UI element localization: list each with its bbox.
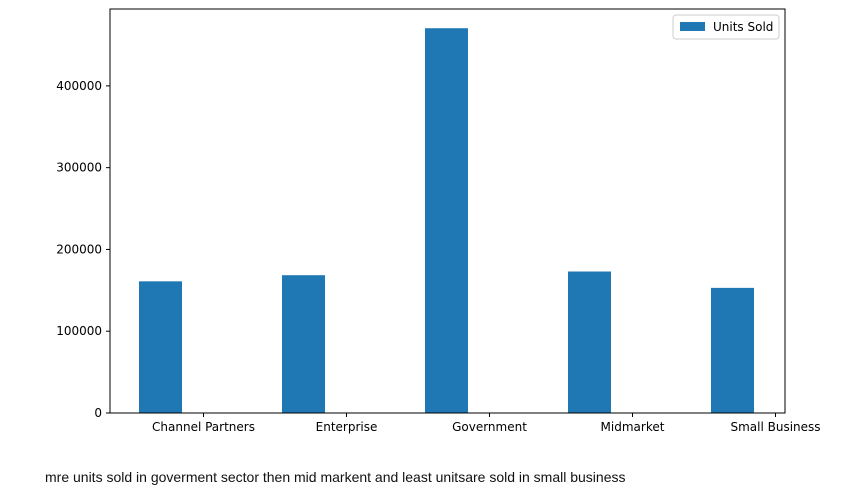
x-axis: Channel Partners Enterprise Government Midm…	[152, 413, 821, 434]
bars-group	[139, 28, 754, 413]
y-tick-label: 200000	[56, 242, 102, 256]
x-tick-label: Midmarket	[601, 420, 665, 434]
bar-midmarket	[568, 271, 611, 413]
x-tick-label: Government	[452, 420, 527, 434]
bar-channel-partners	[139, 281, 182, 413]
y-tick-label: 300000	[56, 161, 102, 175]
legend-swatch	[680, 22, 705, 31]
bar-government	[425, 28, 468, 413]
x-tick-label: Small Business	[730, 420, 820, 434]
y-axis: 0 100000 200000 300000 400000	[56, 79, 110, 420]
x-tick-label: Enterprise	[316, 420, 378, 434]
y-tick-label: 100000	[56, 324, 102, 338]
legend-label: Units Sold	[713, 20, 773, 34]
y-tick-label: 0	[94, 406, 102, 420]
legend-box	[672, 14, 780, 40]
bar-enterprise	[282, 275, 325, 413]
y-tick-label: 400000	[56, 79, 102, 93]
chart-caption: mre units sold in goverment sector then …	[45, 469, 626, 485]
bar-chart: 0 100000 200000 300000 400000 Channel Partne…	[56, 8, 821, 434]
bar-small-business	[711, 287, 754, 413]
plot-frame	[109, 8, 786, 414]
x-tick-label: Channel Partners	[152, 420, 255, 434]
legend: Units Sold	[672, 14, 780, 40]
